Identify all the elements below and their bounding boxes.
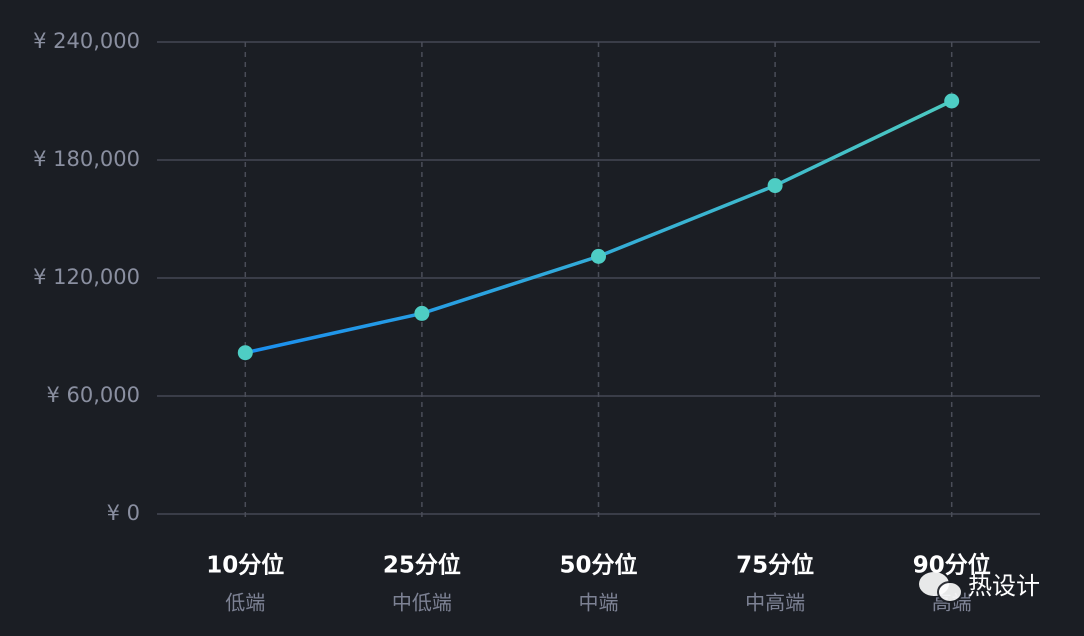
- y-tick-label: ¥ 120,000: [33, 265, 140, 289]
- x-tick-sublabel: 低端: [225, 591, 265, 615]
- watermark-icon: [937, 581, 963, 603]
- watermark: 热设计: [968, 572, 1040, 600]
- point: [237, 345, 253, 361]
- x-tick-label: 90分位: [913, 552, 991, 579]
- x-tick-label: 50分位: [559, 552, 637, 579]
- x-tick-sublabel: 中低端: [392, 591, 452, 615]
- point: [591, 248, 606, 264]
- y-tick-label: ¥ 240,000: [33, 29, 140, 53]
- y-tick-label: ¥ 60,000: [46, 383, 140, 407]
- x-tick-sublabel: 中端: [579, 591, 619, 615]
- point: [414, 305, 430, 321]
- point: [944, 93, 960, 109]
- x-tick-label: 25分位: [383, 552, 461, 579]
- x-tick-label: 75分位: [736, 552, 814, 579]
- y-tick-label: ¥ 180,000: [33, 147, 140, 171]
- x-tick-label: 10分位: [206, 552, 284, 579]
- y-tick-label: ¥ 0: [107, 501, 140, 525]
- x-tick-sublabel: 中高端: [745, 591, 805, 615]
- point: [767, 178, 783, 194]
